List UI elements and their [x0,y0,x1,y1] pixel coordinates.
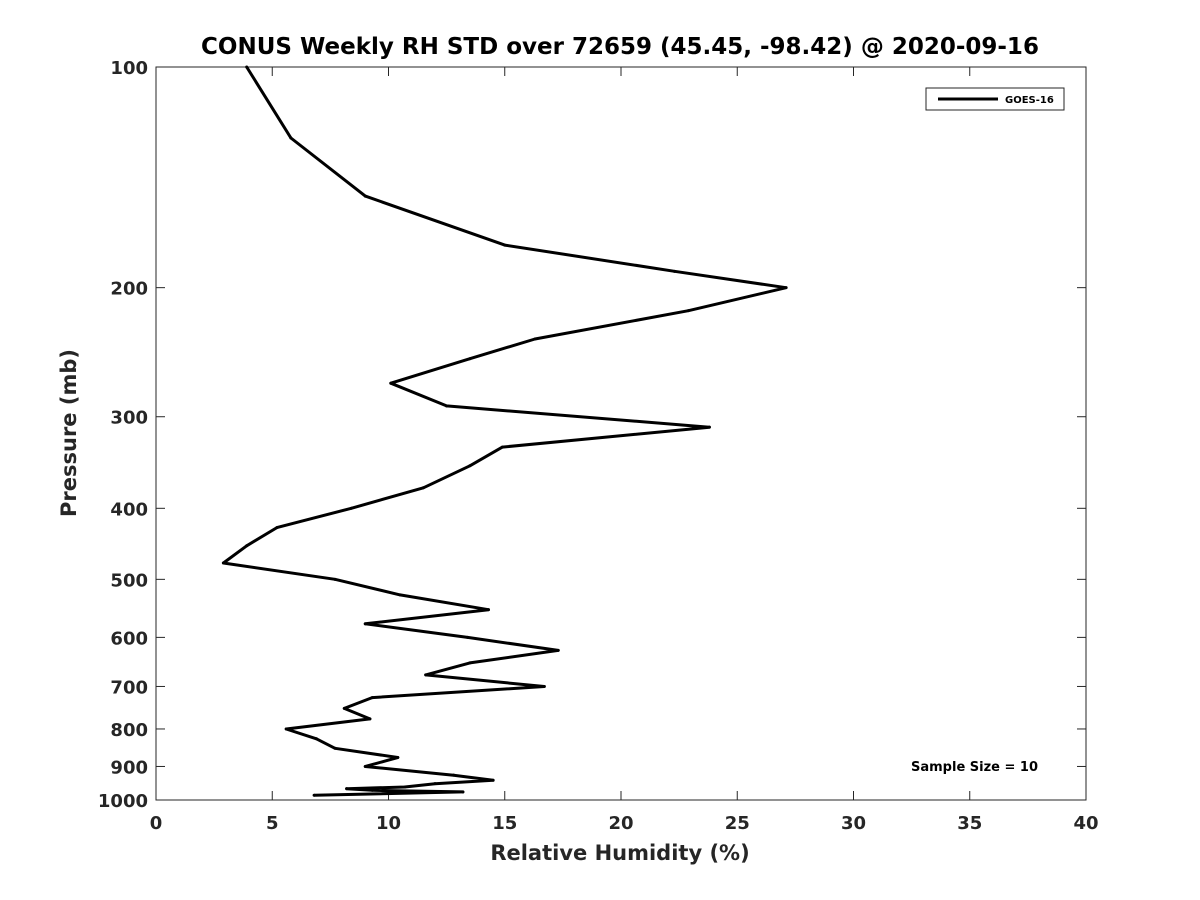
y-axis-label: Pressure (mb) [57,349,81,517]
data-point [466,635,470,639]
y-tick-label: 500 [110,570,148,591]
x-tick-label: 40 [1073,813,1098,834]
data-point [452,773,456,777]
y-tick-label: 300 [110,408,148,429]
y-tick-label: 700 [110,677,148,698]
y-tick-label: 100 [110,58,148,79]
y-axis: 100 200 300 400 500 600 700 800 900 1000 [98,58,1086,812]
data-point [503,243,507,247]
data-point [424,673,428,677]
x-tick-label: 15 [492,813,517,834]
data-point [389,381,393,385]
y-tick-label: 1000 [98,791,148,812]
data-point [707,425,711,429]
chart-title: CONUS Weekly RH STD over 72659 (45.45, -… [201,34,1039,60]
x-tick-label: 25 [725,813,750,834]
x-tick-label: 35 [957,813,982,834]
x-axis-label: Relative Humidity (%) [490,841,749,865]
y-tick-label: 600 [110,628,148,649]
data-point [275,526,279,530]
data-point [368,717,372,721]
data-point [468,357,472,361]
data-point [468,464,472,468]
data-point [345,787,349,791]
data-point [533,337,537,341]
data-point [342,706,346,710]
data-point [289,136,293,140]
data-point [398,593,402,597]
data-point [245,544,249,548]
data-point [500,445,504,449]
data-point [556,648,560,652]
data-point [784,286,788,290]
data-point [445,404,449,408]
y-tick-label: 800 [110,720,148,741]
data-point [314,737,318,741]
data-point [421,486,425,490]
x-axis: 0 5 10 15 20 25 30 35 40 [150,67,1099,834]
data-point [333,746,337,750]
data-point [370,788,374,792]
x-tick-label: 20 [608,813,633,834]
data-point [491,778,495,782]
data-point [349,506,353,510]
data-point [433,782,437,786]
data-point [333,577,337,581]
data-point [312,793,316,797]
series-line-goes-16 [221,66,788,797]
sample-size-annotation: Sample Size = 10 [911,760,1038,775]
data-point [486,608,490,612]
data-point [363,622,367,626]
series-points [221,65,788,797]
data-point [686,309,690,313]
x-tick-label: 5 [266,813,279,834]
data-point [363,194,367,198]
data-point [284,727,288,731]
x-tick-label: 10 [376,813,401,834]
data-point [672,269,676,273]
y-tick-label: 900 [110,757,148,778]
y-tick-label: 200 [110,279,148,300]
data-point [370,696,374,700]
data-point [461,790,465,794]
data-point [396,755,400,759]
data-point [468,661,472,665]
legend: GOES-16 [925,87,1065,111]
x-tick-label: 30 [841,813,866,834]
legend-entry: GOES-16 [1005,95,1054,106]
x-tick-label: 0 [150,813,163,834]
data-point [363,764,367,768]
data-point [221,561,225,565]
data-point [542,684,546,688]
data-point [245,65,249,69]
data-point [403,785,407,789]
y-tick-label: 400 [110,499,148,520]
plot-area [155,66,1087,801]
